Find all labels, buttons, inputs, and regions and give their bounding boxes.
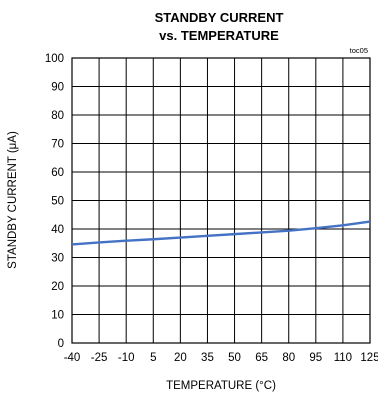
x-tick-label: -40 — [64, 352, 81, 364]
x-tick-label: 110 — [334, 352, 352, 364]
x-tick-labels: -40 -25 -10 5 20 35 50 65 80 95 110 125 — [64, 352, 378, 364]
x-tick-label: 50 — [228, 352, 241, 364]
series-line — [71, 220, 371, 246]
y-tick-label: 0 — [58, 338, 64, 350]
y-tick-label: 90 — [51, 82, 64, 94]
x-tick-label: 95 — [309, 352, 322, 364]
y-tick-label: 100 — [45, 53, 64, 65]
y-tick-labels: 0 10 20 30 40 50 60 70 80 90 100 — [45, 53, 64, 350]
chart-note: toc05 — [350, 46, 368, 55]
chart-title: STANDBY CURRENT — [155, 10, 284, 25]
y-tick-label: 20 — [51, 281, 64, 293]
x-tick-label: -10 — [118, 352, 135, 364]
x-tick-label: 20 — [174, 352, 187, 364]
plot-frame — [71, 57, 371, 344]
y-tick-label: 50 — [51, 196, 64, 208]
x-tick-label: 65 — [255, 352, 268, 364]
x-tick-label: -25 — [91, 352, 108, 364]
x-axis-label: TEMPERATURE (°C) — [166, 380, 276, 392]
series — [71, 220, 371, 246]
y-tick-label: 70 — [51, 139, 64, 151]
y-tick-label: 40 — [51, 224, 64, 236]
y-tick-label: 80 — [51, 110, 64, 122]
y-tick-label: 10 — [51, 310, 64, 322]
y-axis-label: STANDBY CURRENT (μA) — [7, 131, 19, 269]
x-tick-label: 5 — [150, 352, 156, 364]
y-tick-label: 60 — [51, 167, 64, 179]
x-tick-label: 35 — [201, 352, 214, 364]
chart-subtitle: vs. TEMPERATURE — [159, 28, 279, 43]
grid — [71, 57, 371, 344]
x-tick-label: 125 — [360, 352, 378, 364]
x-tick-label: 80 — [282, 352, 295, 364]
y-tick-label: 30 — [51, 253, 64, 265]
